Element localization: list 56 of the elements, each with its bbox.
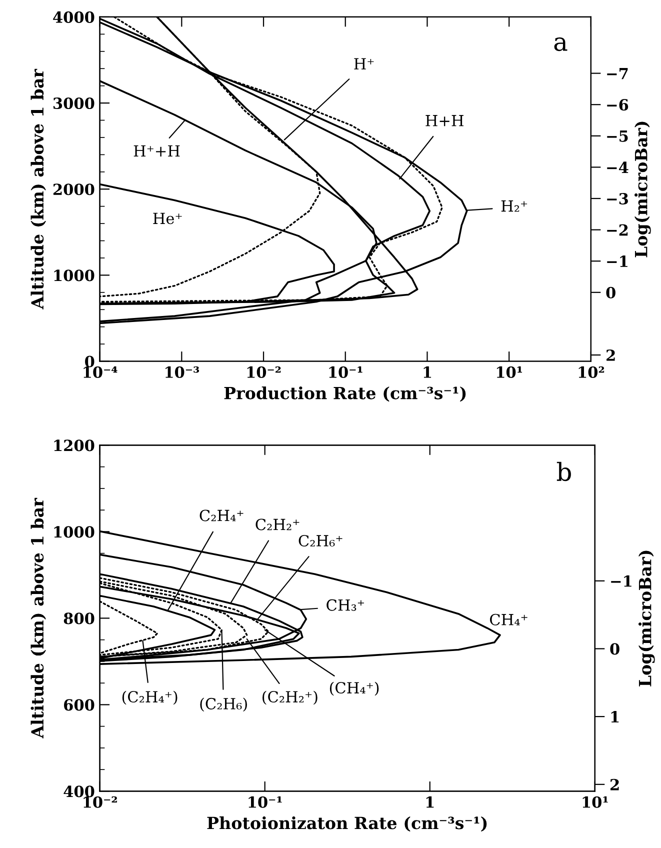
- y2-tick-label: −3: [607, 192, 628, 205]
- x-tick-label: 10⁻³: [166, 366, 200, 378]
- annotation: (CH₄⁺): [330, 682, 379, 696]
- y2-tick-label: −5: [607, 130, 628, 142]
- y2-tick-label: −7: [607, 68, 628, 80]
- y-axis-title: Altitude (km) above 1 bar: [30, 498, 46, 738]
- annotation: C₂H₄⁺: [200, 510, 244, 522]
- x-tick-label: 1: [426, 796, 434, 808]
- y2-tick-label: −4: [607, 162, 628, 173]
- annotation: CH₃⁺: [326, 599, 364, 611]
- y-tick-label: 1000: [54, 526, 94, 538]
- annotation: He⁺: [153, 212, 182, 224]
- y-tick-label: 2000: [53, 184, 94, 196]
- y-tick-label: 800: [64, 612, 94, 624]
- y-tick-label: 3000: [53, 97, 94, 110]
- x-tick-label: 10⁻⁴: [84, 366, 118, 378]
- y-tick-label: 1200: [54, 440, 94, 452]
- y2-tick-label: 0: [606, 286, 616, 298]
- annotation: C₂H₂⁺: [256, 518, 300, 530]
- annotation: H⁺+H: [134, 145, 180, 156]
- x-tick-label: 10⁻²: [247, 366, 281, 378]
- y-axis-title: Altitude (km) above 1 bar: [30, 68, 46, 310]
- annotation: CH₄⁺: [490, 614, 528, 626]
- x-tick-label: 10⁻¹: [248, 796, 282, 808]
- x-tick-label: 10²: [578, 366, 604, 378]
- annotation: H₂⁺: [501, 200, 528, 212]
- y-tick-label: 1000: [54, 270, 94, 282]
- annotation: (C₂H₆): [200, 698, 247, 712]
- annotation: H⁺: [354, 58, 374, 70]
- annotation: a: [554, 37, 568, 52]
- x-tick-label: 1: [424, 366, 432, 378]
- annotation: (C₂H₂⁺): [262, 690, 318, 705]
- y2-tick-label: −2: [607, 224, 628, 236]
- annotation: H+H: [426, 115, 464, 126]
- annotation: b: [556, 462, 571, 482]
- y2-tick-label: 2: [610, 778, 619, 790]
- y2-tick-label: −1: [607, 256, 628, 267]
- x-tick-label: 10¹: [582, 796, 608, 808]
- x-axis-title: Photoionizaton Rate (cm⁻³s⁻¹): [207, 816, 487, 832]
- x-tick-label: 10¹: [496, 366, 522, 378]
- y2-axis-title: Log(microBar): [634, 122, 651, 258]
- y-tick-label: 4000: [53, 11, 94, 23]
- y2-tick-label: 0: [610, 643, 620, 655]
- y2-tick-label: −6: [607, 99, 628, 111]
- y2-tick-label: −1: [611, 575, 632, 587]
- x-axis-title: Production Rate (cm⁻³s⁻¹): [224, 386, 466, 402]
- y2-tick-label: 2: [606, 349, 615, 361]
- annotation: (C₂H₄⁺): [122, 690, 178, 705]
- x-tick-label: 10⁻¹: [329, 366, 362, 378]
- y-tick-label: 600: [64, 699, 94, 711]
- y-tick-label: 0: [85, 356, 94, 368]
- annotation: C₂H₆⁺: [298, 534, 342, 547]
- y-tick-label: 400: [64, 786, 94, 798]
- y2-axis-title: Log(microBar): [638, 550, 655, 686]
- y2-tick-label: 1: [611, 711, 619, 722]
- x-tick-label: 10⁻²: [84, 796, 117, 808]
